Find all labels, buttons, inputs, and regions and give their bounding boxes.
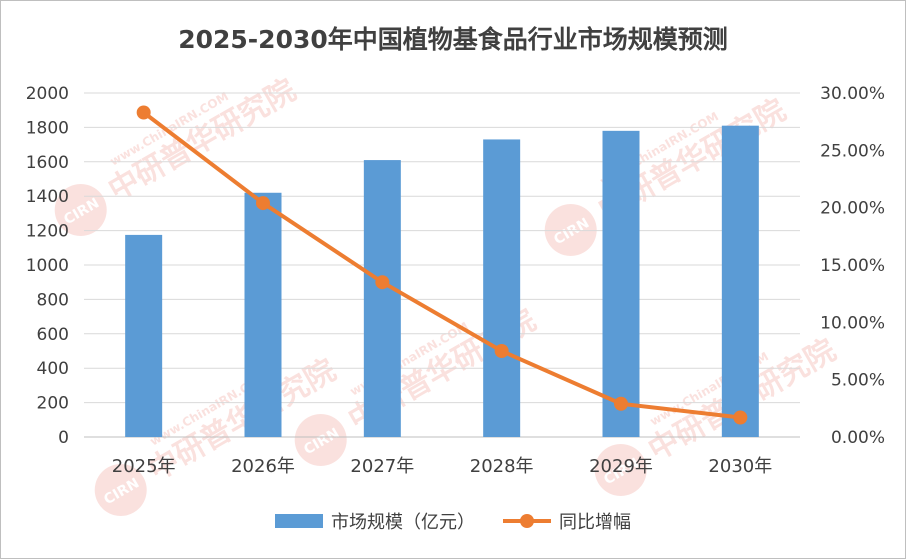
x-tick-label: 2030年 <box>708 456 772 477</box>
y-left-tick-label: 600 <box>37 325 69 345</box>
bar-series <box>125 125 759 438</box>
y-left-tick-label: 0 <box>58 428 69 448</box>
y-right-tick-label: 20.00% <box>820 199 885 219</box>
watermark-logo <box>294 414 347 466</box>
line-point <box>494 344 509 358</box>
bar <box>244 192 282 437</box>
bar <box>602 130 640 437</box>
series-line <box>141 110 743 420</box>
line-series <box>136 105 748 425</box>
legend-bar-swatch <box>275 514 323 528</box>
y-left-tick-label: 1800 <box>26 118 69 138</box>
y-right-tick-label: 5.00% <box>831 371 885 391</box>
bar <box>363 160 401 437</box>
x-tick-label: 2025年 <box>112 456 176 477</box>
y-left-tick-label: 1000 <box>26 256 69 276</box>
y-right-tick-label: 0.00% <box>831 428 885 448</box>
legend-line-swatch <box>503 514 551 528</box>
y-left-tick-label: 400 <box>37 359 69 379</box>
legend-bar-label: 市场规模（亿元） <box>331 512 475 533</box>
y-left-tick-label: 1200 <box>26 222 69 242</box>
line-point <box>733 410 748 425</box>
x-tick-label: 2027年 <box>350 456 414 477</box>
legend-line-label: 同比增幅 <box>559 512 631 533</box>
x-tick-label: 2028年 <box>470 456 534 477</box>
y-right-tick-label: 25.00% <box>820 141 885 161</box>
watermark-logo <box>94 464 147 516</box>
line-point <box>136 105 151 120</box>
watermark-logo <box>594 444 647 496</box>
chart-title: 2025-2030年中国植物基食品行业市场规模预测 <box>178 25 728 54</box>
y-left-tick-label: 1600 <box>26 153 69 173</box>
y-left-tick-label: 200 <box>37 394 69 414</box>
y-right-tick-label: 30.00% <box>820 84 885 104</box>
y-left-tick-label: 800 <box>37 290 69 310</box>
y-right-tick-label: 15.00% <box>820 256 885 276</box>
bar <box>125 234 163 437</box>
legend-item-line[interactable]: 同比增幅 <box>503 508 631 534</box>
x-tick-label: 2029年 <box>589 456 653 477</box>
y-axis-left: 0 200 400 600 800 1000 1200 1400 1600 1800 2000 <box>26 84 69 448</box>
line-point <box>256 196 270 211</box>
y-left-tick-label: 1400 <box>26 187 69 207</box>
legend: 市场规模（亿元） 同比增幅 <box>0 508 906 534</box>
bar <box>721 125 759 438</box>
gridlines <box>84 92 800 438</box>
y-left-tick-label: 2000 <box>26 84 69 104</box>
x-axis: 2025年 2026年 2027年 2028年 2029年 2030年 <box>112 456 772 477</box>
x-tick-label: 2026年 <box>231 456 295 477</box>
watermark-logo <box>54 184 107 236</box>
bar <box>483 139 521 437</box>
legend-item-bar[interactable]: 市场规模（亿元） <box>275 508 475 534</box>
line-point <box>375 275 390 290</box>
watermark-logo <box>544 204 597 256</box>
y-axis-right: 0.00% 5.00% 10.00% 15.00% 20.00% 25.00% 30.00% <box>820 84 885 448</box>
y-right-tick-label: 10.00% <box>820 313 885 333</box>
line-point <box>614 396 628 411</box>
